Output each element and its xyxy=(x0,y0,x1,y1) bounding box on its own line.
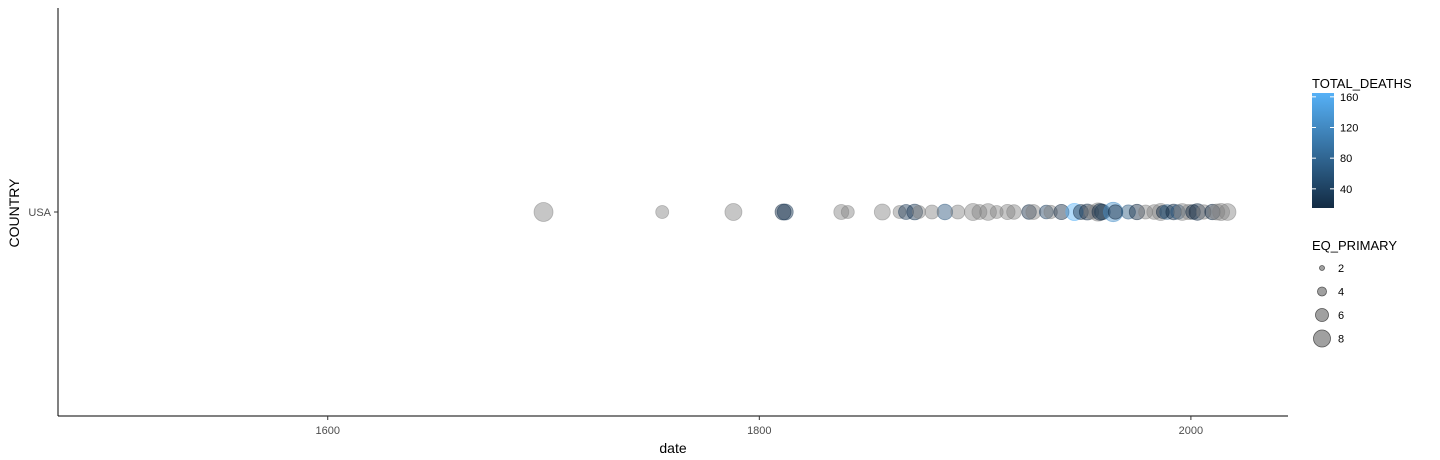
data-point xyxy=(1218,203,1237,221)
data-point xyxy=(912,205,926,219)
data-point xyxy=(1006,204,1022,220)
data-point xyxy=(724,203,743,221)
color-legend: TOTAL_DEATHS 40 80 120 160 xyxy=(1312,76,1412,208)
data-point xyxy=(999,203,1016,220)
data-point xyxy=(655,205,670,219)
data-point xyxy=(1053,203,1070,220)
size-legend-label: 6 xyxy=(1338,310,1344,322)
data-point xyxy=(873,203,891,221)
axis-ticks: 1600 1800 2000 USA xyxy=(28,207,1203,437)
size-legend-key xyxy=(1315,308,1329,322)
data-point xyxy=(840,205,855,219)
x-tick-label: 2000 xyxy=(1179,425,1203,437)
size-legend: EQ_PRIMARY 2 4 6 8 xyxy=(1312,238,1397,348)
size-legend-key xyxy=(1313,329,1331,348)
data-point xyxy=(1155,205,1170,219)
x-tick-label: 1600 xyxy=(315,425,339,437)
x-tick-label: 1800 xyxy=(747,425,771,437)
y-tick-label: USA xyxy=(28,207,51,219)
data-point xyxy=(936,203,954,221)
size-legend-key xyxy=(1319,265,1325,271)
data-point xyxy=(898,204,914,220)
color-legend-label: 80 xyxy=(1340,153,1352,165)
data-point xyxy=(1072,204,1089,220)
data-point xyxy=(924,204,940,220)
size-legend-label: 4 xyxy=(1338,287,1344,299)
y-axis-title: COUNTRY xyxy=(6,178,22,248)
data-point xyxy=(1078,203,1096,221)
data-point xyxy=(1212,203,1231,221)
color-legend-ticks: 40 80 120 160 xyxy=(1312,92,1358,196)
data-point xyxy=(1173,203,1192,221)
data-point xyxy=(892,205,907,219)
data-point xyxy=(906,203,923,221)
color-legend-bar xyxy=(1312,93,1334,208)
color-legend-label: 120 xyxy=(1340,123,1358,135)
data-point xyxy=(950,204,966,220)
x-axis-title: date xyxy=(659,440,686,456)
data-point xyxy=(1065,202,1084,221)
data-points xyxy=(533,201,1237,223)
data-point xyxy=(1094,203,1111,221)
data-point xyxy=(1043,204,1058,220)
data-point xyxy=(776,203,794,221)
data-point xyxy=(1039,204,1054,220)
size-legend-key xyxy=(1317,286,1327,297)
color-legend-label: 160 xyxy=(1340,92,1358,104)
data-point xyxy=(533,202,554,222)
data-point xyxy=(1120,204,1136,220)
size-legend-title: EQ_PRIMARY xyxy=(1312,238,1397,253)
data-point xyxy=(1188,203,1207,221)
data-point xyxy=(989,205,1004,219)
data-point xyxy=(1159,204,1175,220)
data-point xyxy=(1021,204,1037,220)
size-legend-label: 8 xyxy=(1338,334,1344,346)
data-point xyxy=(1025,204,1042,220)
data-point xyxy=(1208,203,1226,221)
color-legend-title: TOTAL_DEATHS xyxy=(1312,76,1412,91)
size-legend-label: 2 xyxy=(1338,263,1344,275)
color-legend-label: 40 xyxy=(1340,184,1352,196)
data-point xyxy=(1107,204,1123,220)
data-point xyxy=(964,203,982,221)
data-point xyxy=(1196,204,1212,220)
size-legend-keys: 2 4 6 8 xyxy=(1313,263,1344,348)
data-point xyxy=(1128,203,1146,221)
